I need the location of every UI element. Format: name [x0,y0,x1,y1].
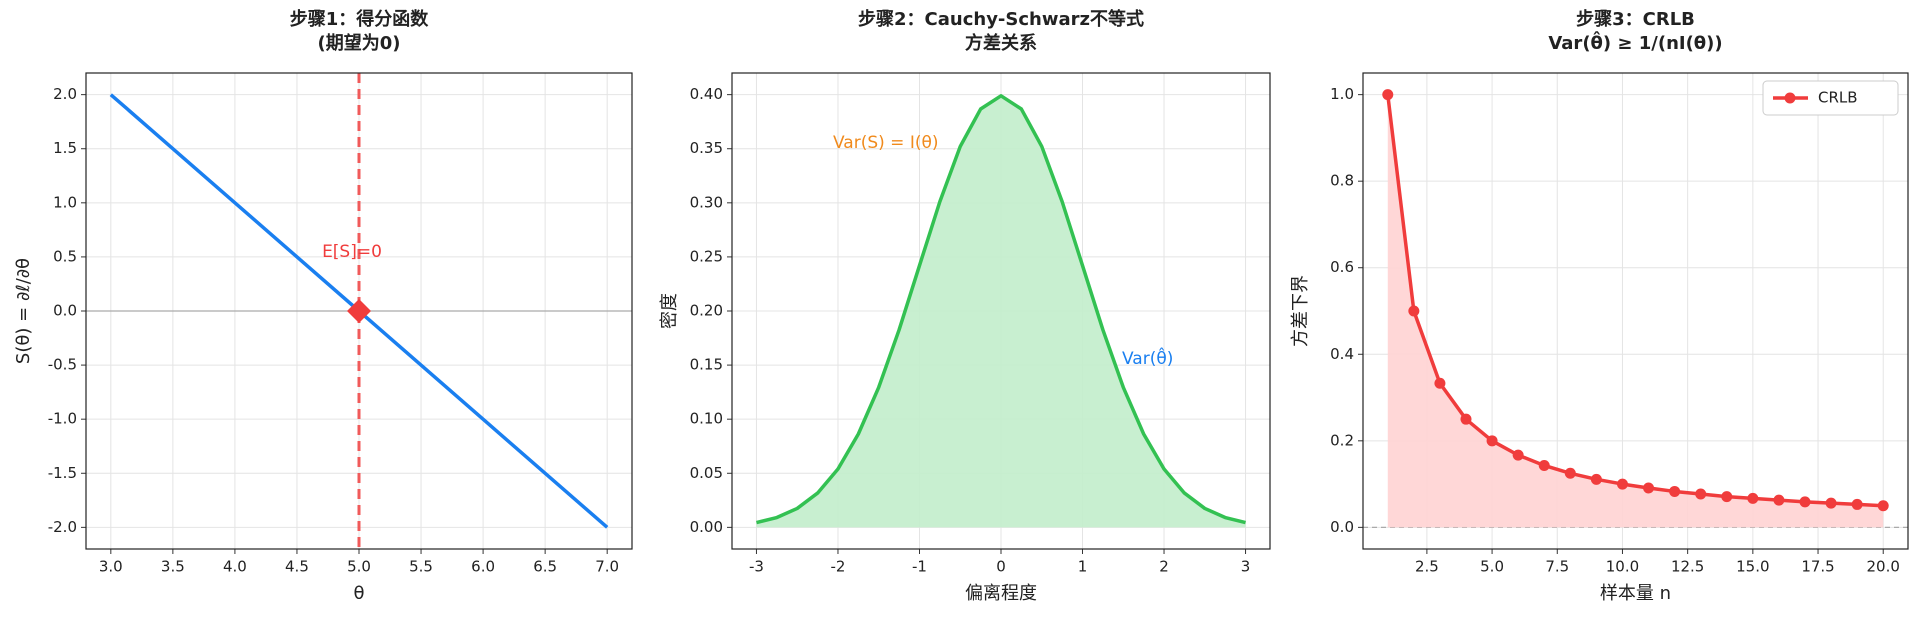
y-tick-label: 1.0 [1330,85,1354,103]
annotation: E[S]=0 [322,242,382,262]
marker [1460,413,1472,425]
x-tick-label: 20.0 [1867,558,1900,576]
subplot: 步骤1：得分函数(期望为0) 3.0 3.5 4.0 4.5 5.0 5.5 6.0 6.5 7.… [13,8,633,604]
x-tick-label: 7.5 [1545,558,1569,576]
legend-swatch [1784,92,1796,104]
y-tick-label: 0.0 [53,302,77,320]
x-tick-label: -2 [830,558,845,576]
y-tick-label: 0.05 [690,464,723,482]
x-tick-label: 17.5 [1801,558,1834,576]
marker [1434,377,1446,389]
x-tick-label: 2 [1159,558,1169,576]
marker [1877,500,1889,512]
y-tick-label: -1.0 [48,410,77,428]
legend-box [1762,80,1899,116]
x-tick-label: 1 [1078,558,1088,576]
y-axis-label: 密度 [659,293,680,329]
y-tick-label: 0.20 [690,302,723,320]
y-tick-label: 0.35 [690,139,723,157]
y-axis-label: S(θ) = ∂ℓ/∂θ [13,258,34,364]
y-tick-label: 0.25 [690,247,723,265]
x-tick-label: -1 [912,558,927,576]
plot-frame [1362,72,1909,550]
annotation: Var(S) = I(θ) [833,133,939,153]
chart-title: Var(θ̂) ≥ 1/(nI(θ)) [1548,31,1722,54]
annotation: Var(θ̂) [1122,346,1173,369]
marker [1643,482,1655,494]
marker [1799,496,1811,508]
x-tick-label: 0 [996,558,1006,576]
x-tick-label: 3.0 [99,558,123,576]
y-tick-label: 0.2 [1330,431,1354,449]
x-tick-label: 5.0 [1480,558,1504,576]
marker [1721,491,1733,503]
x-tick-label: 5.5 [409,558,433,576]
y-tick-label: -2.0 [48,518,77,536]
y-axis-label: 方差下界 [1290,275,1311,347]
y-tick-label: 0.15 [690,356,723,374]
chart-title: (期望为0) [318,32,401,54]
marker [1773,494,1785,506]
marker [1382,89,1394,101]
plot-frame [85,72,633,550]
marker [1512,449,1524,461]
marker [1851,498,1863,510]
x-tick-label: 5.0 [347,558,371,576]
chart-title: 步骤1：得分函数 [290,8,430,30]
y-tick-label: 0.6 [1330,258,1354,276]
marker [1564,467,1576,479]
y-tick-label: 0.0 [1330,518,1354,536]
x-axis-label: 偏离程度 [965,583,1037,604]
x-tick-label: 10.0 [1606,558,1639,576]
chart-title: 步骤2：Cauchy-Schwarz不等式 [858,8,1144,30]
x-axis-label: θ [353,583,364,604]
plot-frame [731,72,1271,550]
marker [1590,473,1602,485]
y-tick-label: 1.5 [53,139,77,157]
y-tick-label: 0.40 [690,85,723,103]
x-tick-label: 4.5 [285,558,309,576]
y-tick-label: 0.5 [53,247,77,265]
x-tick-label: 4.0 [223,558,247,576]
marker [1825,497,1837,509]
marker [1486,435,1498,447]
marker [1538,459,1550,471]
chart-title: 步骤3：CRLB [1576,8,1695,30]
x-tick-label: 7.0 [595,558,619,576]
x-tick-label: 12.5 [1671,558,1704,576]
y-tick-label: 1.0 [53,193,77,211]
y-tick-label: 0.10 [690,410,723,428]
chart-title: 方差关系 [965,32,1037,54]
area [756,95,1246,528]
marker [1695,488,1707,500]
marker [1408,305,1420,317]
y-tick-label: 2.0 [53,85,77,103]
marker [1669,485,1681,497]
x-tick-label: 2.5 [1415,558,1439,576]
y-tick-label: 0.8 [1330,172,1354,190]
x-tick-label: 6.5 [533,558,557,576]
y-tick-label: 0.00 [690,518,723,536]
y-tick-label: 0.4 [1330,345,1354,363]
y-tick-label: -0.5 [48,356,77,374]
y-tick-label: 0.30 [690,193,723,211]
x-tick-label: 3.5 [161,558,185,576]
x-tick-label: 6.0 [471,558,495,576]
x-tick-label: 15.0 [1736,558,1769,576]
y-tick-label: -1.5 [48,464,77,482]
line [756,94,1246,525]
area [1387,94,1884,528]
marker [1616,478,1628,490]
marker [1747,492,1759,504]
point-marker [347,299,371,323]
x-axis-label: 样本量 n [1600,583,1671,604]
x-tick-label: -3 [749,558,764,576]
legend-label: CRLB [1818,89,1858,107]
x-tick-label: 3 [1241,558,1251,576]
